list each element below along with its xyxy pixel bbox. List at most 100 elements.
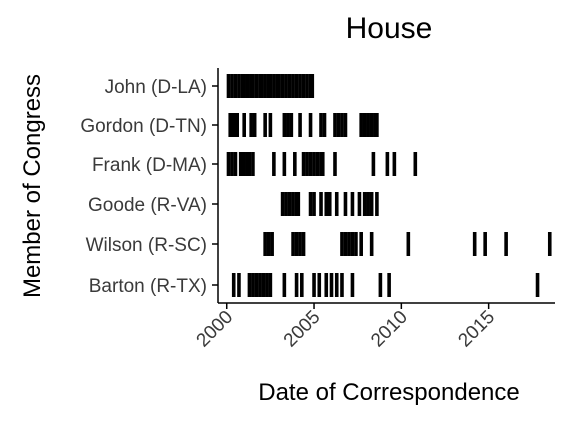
correspondence-tick bbox=[301, 74, 306, 98]
correspondence-tick bbox=[298, 74, 302, 98]
correspondence-tick bbox=[343, 192, 348, 216]
correspondence-tick bbox=[336, 113, 341, 137]
correspondence-tick bbox=[266, 232, 271, 256]
correspondence-tick bbox=[298, 113, 302, 137]
correspondence-tick bbox=[233, 152, 238, 176]
correspondence-tick bbox=[366, 113, 370, 137]
correspondence-tick bbox=[406, 232, 411, 256]
correspondence-tick bbox=[265, 273, 269, 297]
correspondence-tick bbox=[354, 232, 358, 256]
correspondence-tick bbox=[280, 192, 285, 216]
correspondence-tick bbox=[301, 232, 306, 256]
x-tick-label: 2000 bbox=[193, 307, 238, 352]
correspondence-tick bbox=[251, 273, 255, 297]
correspondence-tick bbox=[547, 232, 552, 256]
correspondence-tick bbox=[289, 113, 294, 137]
correspondence-tick bbox=[242, 113, 246, 137]
correspondence-tick bbox=[251, 74, 255, 98]
correspondence-tick bbox=[252, 113, 257, 137]
correspondence-tick bbox=[237, 273, 241, 297]
correspondence-tick bbox=[251, 152, 255, 176]
category-label: Goode (R-VA) bbox=[88, 195, 207, 216]
correspondence-tick bbox=[308, 113, 313, 137]
correspondence-tick bbox=[319, 192, 323, 216]
correspondence-tick bbox=[350, 273, 355, 297]
correspondence-tick bbox=[268, 273, 273, 297]
category-label: Gordon (D-TN) bbox=[80, 116, 207, 137]
correspondence-tick bbox=[315, 152, 320, 176]
correspondence-tick bbox=[357, 192, 362, 216]
correspondence-tick bbox=[254, 74, 259, 98]
correspondence-tick bbox=[301, 152, 306, 176]
correspondence-tick bbox=[272, 152, 276, 176]
category-label: Wilson (R-SC) bbox=[86, 235, 207, 256]
correspondence-tick bbox=[369, 113, 374, 137]
correspondence-tick bbox=[312, 273, 316, 297]
correspondence-tick bbox=[385, 152, 390, 176]
correspondence-tick bbox=[359, 113, 363, 137]
x-axis-title: Date of Correspondence bbox=[258, 379, 520, 406]
correspondence-tick bbox=[472, 232, 477, 256]
correspondence-tick bbox=[291, 232, 295, 256]
correspondence-tick bbox=[247, 273, 252, 297]
correspondence-tick bbox=[247, 152, 252, 176]
correspondence-tick bbox=[294, 74, 299, 98]
correspondence-tick bbox=[263, 232, 267, 256]
correspondence-tick bbox=[294, 273, 299, 297]
correspondence-tick bbox=[287, 192, 292, 216]
correspondence-tick bbox=[378, 273, 383, 297]
correspondence-tick bbox=[347, 232, 351, 256]
correspondence-tick bbox=[296, 192, 301, 216]
correspondence-tick bbox=[249, 113, 253, 137]
correspondence-tick bbox=[350, 232, 355, 256]
x-tick-label: 2015 bbox=[454, 307, 499, 352]
correspondence-tick bbox=[334, 192, 339, 216]
correspondence-tick bbox=[245, 74, 250, 98]
correspondence-tick bbox=[340, 113, 344, 137]
correspondence-tick bbox=[322, 113, 327, 137]
correspondence-tick bbox=[277, 74, 281, 98]
correspondence-tick bbox=[284, 74, 288, 98]
correspondence-tick bbox=[350, 192, 355, 216]
category-label: Frank (D-MA) bbox=[92, 155, 207, 176]
correspondence-tick bbox=[226, 74, 231, 98]
correspondence-tick bbox=[237, 74, 241, 98]
correspondence-tick bbox=[282, 152, 287, 176]
y-axis: John (D-LA) Gordon (D-TN) Frank (D-MA) Good… bbox=[80, 77, 218, 297]
correspondence-tick bbox=[392, 152, 397, 176]
correspondence-tick bbox=[362, 113, 367, 137]
correspondence-tick bbox=[230, 152, 234, 176]
x-axis: 2000 2005 2010 2015 bbox=[193, 303, 499, 352]
correspondence-tick bbox=[242, 152, 246, 176]
correspondence-tick bbox=[333, 152, 337, 176]
category-label: Barton (R-TX) bbox=[89, 276, 207, 297]
correspondence-tick bbox=[320, 152, 325, 176]
correspondence-tick bbox=[286, 113, 290, 137]
correspondence-tick bbox=[280, 74, 285, 98]
correspondence-tick bbox=[324, 273, 329, 297]
correspondence-tick bbox=[362, 192, 367, 216]
correspondence-tick bbox=[375, 113, 379, 137]
correspondence-tick bbox=[343, 113, 348, 137]
correspondence-tick bbox=[371, 152, 376, 176]
correspondence-tick bbox=[291, 192, 295, 216]
correspondence-tick bbox=[359, 232, 363, 256]
plot-area bbox=[226, 74, 552, 297]
correspondence-tick bbox=[305, 152, 309, 176]
correspondence-tick bbox=[254, 273, 259, 297]
correspondence-tick bbox=[242, 74, 246, 98]
correspondence-tick bbox=[287, 74, 292, 98]
correspondence-tick bbox=[272, 74, 276, 98]
correspondence-tick bbox=[270, 232, 274, 256]
correspondence-tick bbox=[375, 192, 379, 216]
correspondence-tick bbox=[312, 192, 316, 216]
correspondence-tick bbox=[312, 152, 316, 176]
correspondence-tick bbox=[366, 192, 370, 216]
correspondence-tick bbox=[233, 74, 238, 98]
correspondence-tick bbox=[329, 273, 334, 297]
correspondence-tick bbox=[369, 192, 374, 216]
x-tick-label: 2010 bbox=[367, 307, 412, 352]
correspondence-tick bbox=[308, 152, 313, 176]
correspondence-tick bbox=[293, 152, 297, 176]
correspondence-tick bbox=[319, 113, 323, 137]
